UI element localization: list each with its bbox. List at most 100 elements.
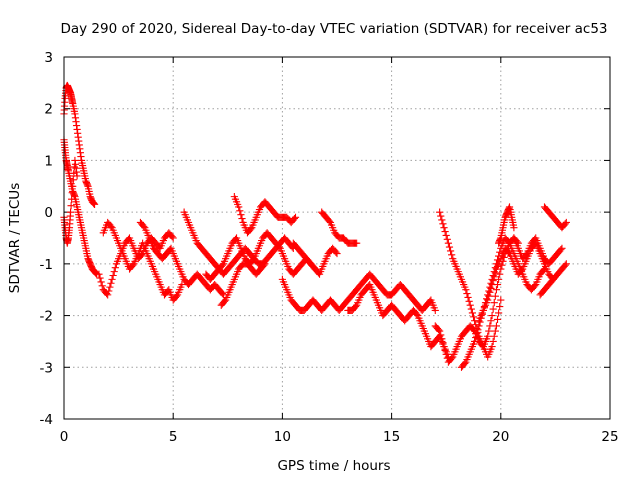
data-point — [441, 227, 449, 236]
data-point — [486, 322, 494, 330]
data-point — [464, 293, 472, 302]
data-point — [237, 211, 245, 219]
data-point — [484, 332, 492, 340]
data-point — [249, 256, 257, 264]
data-point — [110, 268, 118, 276]
data-point — [108, 275, 116, 283]
data-point — [332, 248, 340, 256]
data-point — [463, 289, 471, 298]
series-arc-16 — [431, 296, 505, 366]
data-point — [474, 326, 482, 334]
data-point — [107, 279, 115, 287]
data-point — [462, 286, 470, 294]
x-tick-label: 25 — [601, 429, 618, 445]
data-point — [73, 172, 81, 180]
data-point — [66, 208, 75, 216]
data-point — [69, 176, 77, 184]
data-point — [557, 246, 565, 254]
data-point — [178, 280, 186, 289]
data-point — [492, 286, 501, 294]
data-point — [469, 313, 478, 321]
data-point — [67, 202, 75, 210]
data-point — [434, 326, 443, 334]
data-point — [484, 296, 492, 304]
data-point — [517, 266, 526, 274]
data-point — [218, 261, 226, 269]
series-arc-14 — [353, 270, 439, 314]
data-point — [472, 321, 480, 329]
y-tick-label: 2 — [44, 102, 53, 118]
x-axis-label: GPS time / hours — [277, 458, 390, 474]
data-point — [104, 291, 112, 299]
x-tick-label: 20 — [492, 429, 509, 445]
y-tick-label: -4 — [40, 412, 53, 428]
data-point — [504, 238, 513, 246]
data-point — [98, 282, 106, 290]
data-point — [504, 248, 513, 256]
data-point — [562, 218, 570, 227]
data-point — [97, 278, 105, 286]
data-point — [290, 215, 299, 223]
data-point — [492, 322, 501, 330]
data-point — [487, 317, 495, 325]
data-point — [490, 273, 498, 281]
data-point — [220, 297, 229, 305]
data-point — [497, 296, 505, 304]
data-point — [489, 337, 497, 346]
x-tick-label: 15 — [383, 429, 400, 445]
series-arc-13 — [289, 239, 341, 278]
data-point — [489, 277, 497, 285]
data-point — [105, 287, 113, 295]
x-tick-label: 5 — [169, 429, 178, 445]
data-point — [109, 271, 117, 280]
data-markers — [60, 81, 570, 371]
data-point — [522, 251, 530, 259]
data-point — [96, 274, 104, 282]
data-point — [486, 288, 494, 296]
y-tick-label: -2 — [40, 309, 53, 325]
series-arc-19 — [475, 239, 557, 325]
data-point — [106, 283, 114, 291]
data-point — [465, 297, 473, 305]
data-point — [561, 261, 569, 269]
data-point — [445, 243, 454, 251]
data-point — [439, 220, 447, 228]
series-arc-20 — [495, 203, 518, 247]
data-point — [111, 264, 119, 272]
data-point — [490, 299, 498, 307]
x-tick-label: 0 — [60, 429, 69, 445]
data-point — [333, 249, 341, 258]
data-point — [260, 261, 268, 269]
data-point — [468, 309, 477, 317]
y-tick-label: -3 — [40, 360, 53, 376]
data-point — [438, 335, 446, 343]
data-point — [485, 327, 493, 335]
data-point — [562, 260, 570, 268]
data-point — [489, 305, 497, 313]
data-point — [496, 248, 504, 256]
data-point — [461, 359, 469, 368]
data-point — [439, 339, 447, 347]
data-point — [107, 222, 115, 230]
data-point — [247, 225, 255, 233]
data-point — [467, 305, 475, 313]
data-point — [68, 195, 76, 203]
data-point — [498, 261, 506, 269]
series-arc-10 — [217, 260, 269, 309]
data-point — [488, 311, 496, 320]
series-arc-23 — [540, 203, 570, 232]
chart-title: Day 290 of 2020, Sidereal Day-to-day VTE… — [60, 21, 607, 37]
data-point — [491, 327, 499, 335]
x-tick-labels: 0 5 10 15 20 25 — [60, 429, 619, 445]
data-point — [441, 346, 449, 355]
data-point — [68, 189, 76, 197]
data-point — [473, 330, 481, 338]
data-point — [561, 220, 569, 228]
data-point — [140, 222, 148, 230]
y-tick-label: 3 — [44, 50, 53, 66]
data-point — [496, 270, 504, 278]
data-point — [442, 350, 450, 358]
data-point — [431, 306, 439, 314]
data-point — [493, 315, 502, 324]
